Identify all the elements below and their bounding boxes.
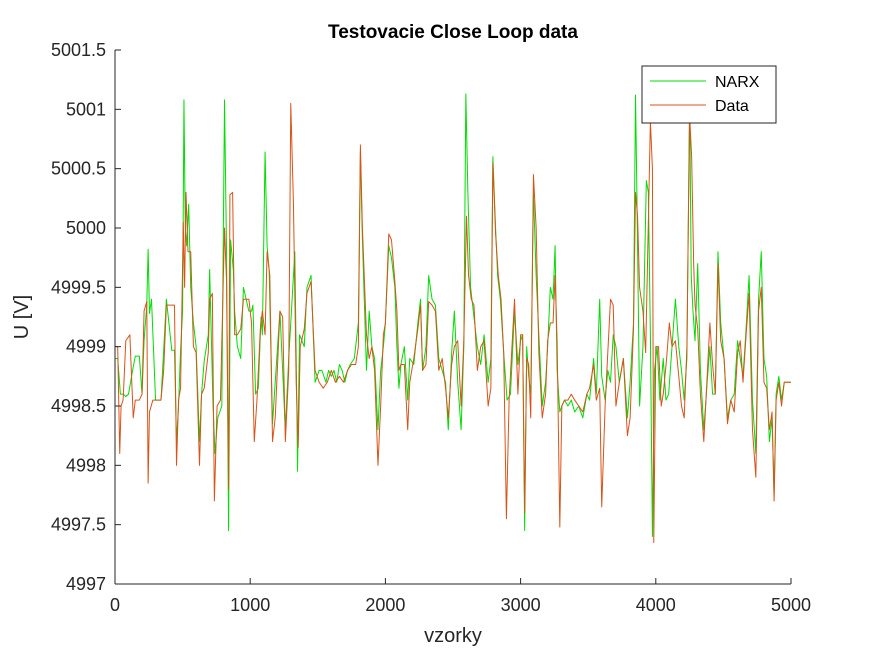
y-tick-label: 4999 [66, 337, 106, 357]
legend-box [641, 65, 777, 124]
y-tick-label: 5000.5 [51, 159, 106, 179]
y-axis-ticks: 4997 4997.5 4998 4998.5 4999 4999.5 5000 5000.5… [51, 40, 121, 594]
y-tick-label: 4997 [66, 574, 106, 594]
axes [114, 50, 791, 585]
x-axis-ticks: 0 1000 2000 3000 4000 5000 [110, 578, 811, 615]
legend: NARX Data [641, 65, 777, 124]
x-tick-label: 1000 [230, 595, 270, 615]
x-tick-label: 0 [110, 595, 120, 615]
legend-label-narx: NARX [715, 74, 760, 91]
y-tick-label: 4998.5 [51, 396, 106, 416]
x-axis-label: vzorky [424, 625, 482, 647]
y-tick-label: 4997.5 [51, 515, 106, 535]
y-tick-label: 4999.5 [51, 277, 106, 297]
x-tick-label: 4000 [636, 595, 676, 615]
legend-label-data: Data [715, 98, 749, 115]
x-tick-label: 5000 [771, 595, 811, 615]
y-tick-label: 5001.5 [51, 40, 106, 60]
y-tick-label: 5000 [66, 218, 106, 238]
chart-title: Testovacie Close Loop data [328, 22, 578, 43]
series-line-data [115, 102, 791, 543]
plot-area [115, 50, 791, 584]
y-tick-label: 5001 [66, 99, 106, 119]
x-tick-label: 2000 [365, 595, 405, 615]
series-layer [115, 93, 791, 543]
y-tick-label: 4998 [66, 455, 106, 475]
x-tick-label: 3000 [501, 595, 541, 615]
y-axis-label: U [V] [11, 295, 33, 339]
